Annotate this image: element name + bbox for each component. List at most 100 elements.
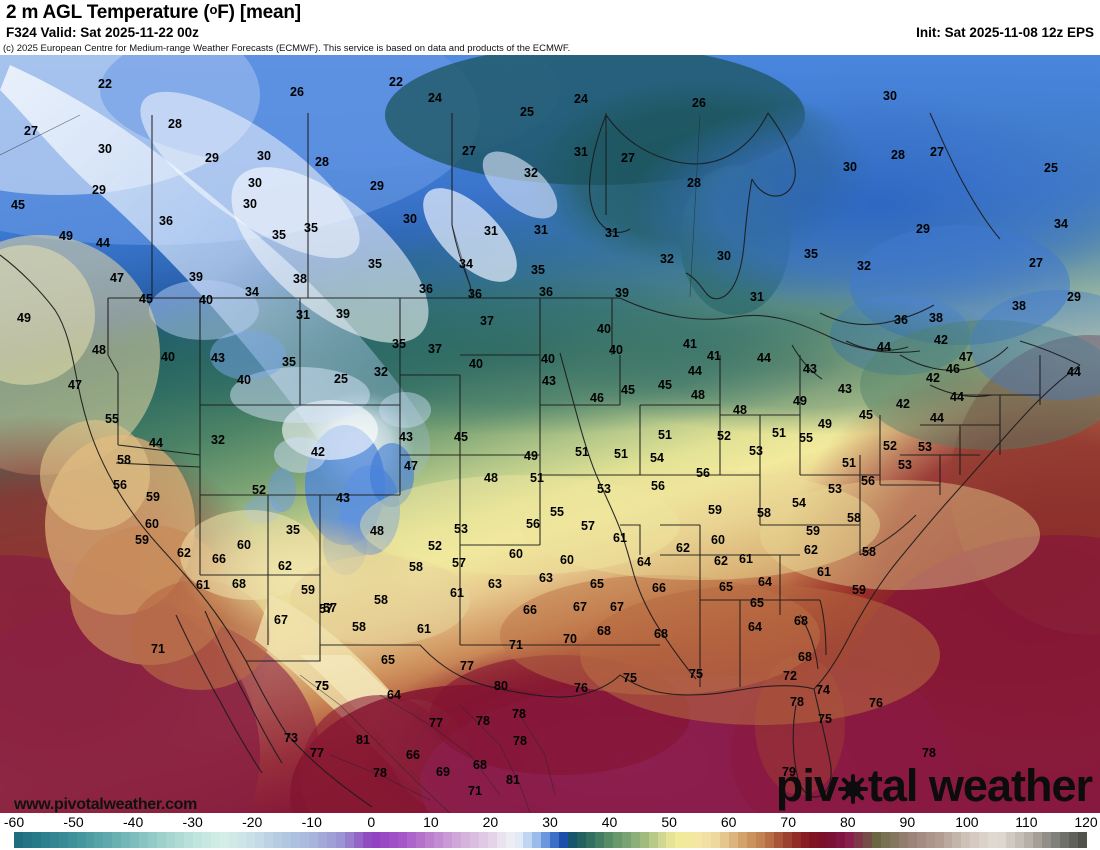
colorbar-swatch [49, 832, 59, 848]
contour-label: 36 [894, 312, 908, 327]
contour-label: 58 [847, 510, 861, 525]
colorbar-swatch [1041, 832, 1051, 848]
colorbar-swatch [308, 832, 318, 848]
temperature-map[interactable]: 22 27 30 28 29 30 26 28 22 24 27 25 24 32 26 31 27 28 30 30… [0, 55, 1100, 813]
colorbar-swatch [407, 832, 417, 848]
contour-label: 30 [98, 141, 112, 156]
contour-label: 62 [278, 558, 292, 573]
contour-label: 61 [450, 585, 464, 600]
contour-label: 65 [590, 576, 604, 591]
contour-label: 35 [282, 354, 296, 369]
contour-label: 49 [793, 393, 807, 408]
colorbar-swatch [773, 832, 783, 848]
colorbar-swatch [729, 832, 738, 848]
colorbar-swatch [1015, 832, 1024, 848]
contour-label: 58 [862, 544, 876, 559]
colorbar-swatch [746, 832, 756, 848]
page-title: 2 m AGL Temperature (oF) [mean] [6, 2, 301, 23]
colorbar-swatch [720, 832, 729, 848]
colorbar-swatch [693, 832, 703, 848]
contour-label: 51 [772, 425, 786, 440]
contour-label: 76 [574, 680, 588, 695]
contour-label: 44 [930, 410, 944, 425]
contour-label: 74 [816, 682, 830, 697]
colorbar-swatch [487, 832, 497, 848]
colorbar-swatch [630, 832, 640, 848]
contour-label: 49 [59, 228, 73, 243]
contour-label: 45 [658, 377, 672, 392]
contour-label: 40 [609, 342, 623, 357]
contour-label: 68 [597, 623, 611, 638]
contour-label: 75 [818, 711, 832, 726]
contour-label: 45 [11, 197, 25, 212]
contour-label: 36 [539, 284, 553, 299]
contour-label: 42 [896, 396, 910, 411]
contour-label: 40 [541, 351, 555, 366]
contour-label: 32 [374, 364, 388, 379]
contour-label: 44 [950, 389, 964, 404]
colorbar-swatch [139, 832, 149, 848]
contour-label: 22 [98, 76, 112, 91]
contour-label: 36 [468, 286, 482, 301]
contour-label: 78 [922, 745, 936, 760]
colorbar-swatch [344, 832, 354, 848]
contour-label: 29 [370, 178, 384, 193]
contour-label: 72 [783, 668, 797, 683]
contour-label: 54 [650, 450, 664, 465]
colorbar-swatch [684, 832, 694, 848]
contour-label: 75 [623, 670, 637, 685]
contour-label: 57 [319, 601, 333, 616]
contour-label: 43 [336, 490, 350, 505]
contour-label: 47 [959, 349, 973, 364]
contour-label: 48 [484, 470, 498, 485]
pivotal-weather-logo: piv tal weather [775, 760, 1093, 811]
colorbar-swatch [1032, 832, 1042, 848]
contour-label: 37 [480, 313, 494, 328]
colorbar-swatch [255, 832, 265, 848]
colorbar-tick-labels: -60 -50 -40 -30 -20 -10 0 10 20 30 40 50 60 70 80 90 100… [0, 813, 1100, 832]
colorbar-tick: -30 [182, 814, 203, 830]
contour-label: 56 [651, 478, 665, 493]
contour-label: 62 [714, 553, 728, 568]
colorbar-swatch [76, 832, 86, 848]
contour-label: 62 [177, 545, 191, 560]
contour-label: 70 [563, 631, 577, 646]
contour-label: 40 [597, 321, 611, 336]
colorbar-swatch [594, 832, 604, 848]
contour-label: 75 [315, 678, 329, 693]
colorbar-tick: 120 [1074, 814, 1098, 830]
contour-label: 48 [733, 402, 747, 417]
contour-label: 57 [323, 600, 337, 615]
contour-label: 62 [676, 540, 690, 555]
colorbar-swatch [568, 832, 578, 848]
contour-label: 31 [750, 289, 764, 304]
contour-label: 65 [381, 652, 395, 667]
contour-label: 59 [146, 489, 160, 504]
contour-label: 34 [1054, 216, 1068, 231]
contour-label: 60 [509, 546, 523, 561]
contour-label: 53 [597, 481, 611, 496]
ecmwf-attribution: (c) 2025 European Centre for Medium-rang… [0, 42, 1100, 56]
colorbar-swatch [264, 832, 274, 848]
colorbar-swatch [130, 832, 140, 848]
colorbar[interactable] [14, 832, 1087, 848]
contour-label: 55 [105, 411, 119, 426]
contour-label: 56 [696, 465, 710, 480]
colorbar-swatch [952, 832, 962, 848]
colorbar-swatch [31, 832, 41, 848]
contour-label: 29 [1067, 289, 1081, 304]
colorbar-swatch [416, 832, 426, 848]
colorbar-tick: 70 [780, 814, 797, 830]
contour-label: 55 [799, 430, 813, 445]
contour-label: 67 [610, 599, 624, 614]
colorbar-swatch [898, 832, 908, 848]
contour-label: 62 [804, 542, 818, 557]
contour-label: 30 [843, 159, 857, 174]
contour-label: 66 [523, 602, 537, 617]
contour-label: 27 [621, 150, 635, 165]
contour-label: 34 [245, 284, 259, 299]
contour-label: 58 [374, 592, 388, 607]
contour-label: 76 [869, 695, 883, 710]
colorbar-swatch [889, 832, 899, 848]
site-url-watermark[interactable]: www.pivotalweather.com [14, 796, 198, 813]
